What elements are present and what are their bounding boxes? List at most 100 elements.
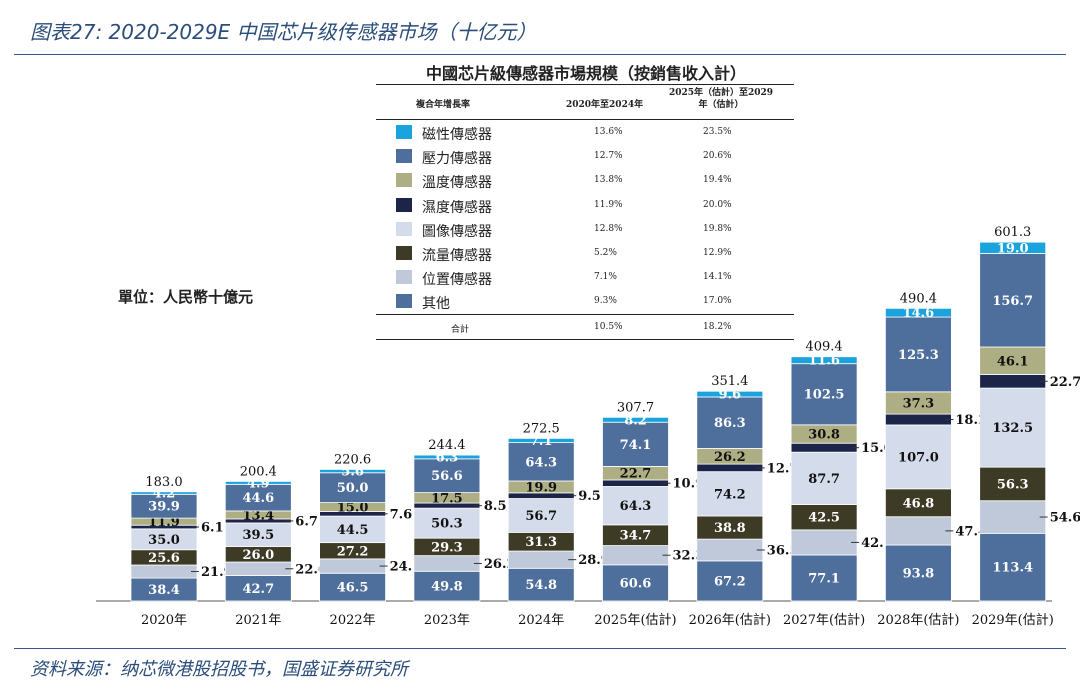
bar-segment (885, 516, 952, 546)
data-label: 34.7 (620, 529, 652, 544)
data-label: 28.9 (578, 553, 610, 568)
bar-segment (790, 504, 858, 531)
data-label: 27.2 (337, 544, 369, 559)
bar-segment (696, 463, 764, 473)
total-label: 合計 (451, 324, 470, 335)
bar-segment (790, 529, 858, 556)
legend-swatch (396, 270, 412, 285)
x-tick-label: 2027年(估計) (783, 612, 865, 628)
bar-segment (224, 481, 292, 485)
data-label: 56.3 (997, 477, 1029, 492)
bar-segment (885, 488, 952, 518)
x-tick-label: 2024年 (518, 613, 564, 628)
bottom-rule (14, 648, 1066, 649)
bar-segment (979, 500, 1047, 534)
bar-segment (696, 396, 764, 449)
data-label: 50.3 (431, 517, 463, 532)
data-label: 26.2 (714, 450, 746, 465)
data-label: 5.6 (341, 465, 364, 480)
bar-segment (790, 442, 858, 453)
cagr-2025-2029: 14.1% (703, 272, 732, 283)
bar-segment (602, 416, 669, 423)
cagr-2020-2024: 7.1% (594, 272, 617, 283)
data-label: 47.4 (955, 524, 987, 539)
cagr-2020-2024: 11.9% (594, 199, 623, 210)
bar-segment (979, 466, 1047, 502)
bar-segment (790, 356, 858, 365)
cagr-2020-2024: 5.2% (594, 247, 617, 258)
bar-segment (696, 560, 764, 602)
data-label: 46.5 (337, 581, 369, 596)
data-label: 38.4 (148, 583, 180, 598)
table-header: 複合年增長率 2020年至2024年 2025年（估計）至2029年（估計） (376, 84, 794, 120)
data-label: 26.2 (484, 557, 516, 572)
data-label: 74.2 (714, 487, 746, 502)
data-label: 64.3 (620, 499, 652, 514)
legend-series-name: 位置傳感器 (422, 272, 492, 289)
bar-segment (602, 486, 669, 526)
legend-swatch (396, 221, 412, 236)
legend-series-name: 其他 (422, 296, 450, 313)
data-label: 9.6 (718, 388, 741, 403)
data-label: 102.5 (804, 388, 845, 403)
total-label: 183.0 (145, 475, 182, 490)
bar-segment (790, 451, 858, 505)
data-label: 19.0 (997, 241, 1029, 256)
total-label: 272.5 (523, 421, 560, 436)
total-cagr-2: 18.2% (703, 321, 732, 332)
header-cagr: 複合年增長率 (416, 100, 471, 110)
unit-label: 單位：人民幣十億元 (118, 288, 254, 306)
bar-segment (602, 564, 669, 602)
data-label: 6.3 (436, 450, 459, 465)
bar-segment (885, 424, 952, 490)
data-label: 86.3 (714, 416, 746, 431)
data-label: 10.9 (673, 477, 705, 492)
data-label: 6.7 (295, 514, 318, 529)
total-label: 409.4 (805, 340, 842, 355)
data-label: 15.0 (861, 441, 893, 456)
data-label: 31.3 (525, 535, 557, 550)
total-label: 244.4 (428, 438, 465, 453)
top-rule (14, 54, 1066, 55)
x-tick-label: 2020年 (141, 613, 187, 628)
cagr-2025-2029: 20.0% (703, 199, 732, 210)
bar-segment (979, 253, 1047, 348)
x-tick-label: 2023年 (424, 613, 470, 628)
bar-segment (979, 532, 1047, 602)
legend-swatch (396, 125, 412, 139)
data-label: 12.7 (767, 461, 799, 476)
cagr-2020-2024: 9.3% (594, 296, 617, 307)
table-total-row: 合計 10.5% 18.2% (376, 313, 794, 340)
data-label: 11.6 (808, 354, 840, 369)
bar-segment (507, 567, 575, 602)
data-label: 32.3 (673, 549, 705, 564)
total-cagr-1: 10.5% (594, 321, 623, 332)
data-label: 125.3 (898, 348, 939, 363)
x-tick-label: 2028年(估計) (877, 612, 959, 628)
data-label: 113.4 (992, 561, 1033, 576)
bar-segment (224, 561, 292, 576)
data-label: 4.9 (247, 476, 270, 491)
table-row: 其他 9.3% 17.0% (376, 289, 794, 313)
legend-series-name: 濕度傳感器 (422, 199, 492, 216)
cagr-2025-2029: 23.5% (703, 127, 732, 137)
bar-segment (224, 483, 292, 512)
bar-segment (413, 570, 481, 602)
data-label: 25.6 (148, 551, 180, 566)
cagr-2025-2029: 17.0% (703, 296, 732, 307)
bar-segment (319, 472, 387, 503)
chart-title: 中國芯片級傳感器市場規模（按銷售收入計） (425, 64, 746, 83)
data-label: 29.3 (431, 540, 463, 555)
table-row: 流量傳感器 5.2% 12.9% (376, 241, 794, 265)
data-label: 8.2 (624, 413, 647, 428)
data-label: 49.8 (431, 580, 463, 595)
table-body: 磁性傳感器 13.6% 23.5% 壓力傳感器 12.7% 20.6% 溫度傳感器 13.8%… (376, 120, 794, 314)
data-label: 44.6 (242, 491, 274, 506)
data-label: 56.6 (431, 469, 463, 484)
cagr-2025-2029: 19.4% (703, 175, 732, 186)
data-label: 42.1 (861, 536, 893, 551)
source-note: 资料来源：纳芯微港股招股书，国盛证券研究所 (30, 659, 408, 680)
total-label: 490.4 (900, 291, 937, 306)
data-label: 22.7 (620, 467, 652, 482)
bar-segment (790, 363, 858, 426)
